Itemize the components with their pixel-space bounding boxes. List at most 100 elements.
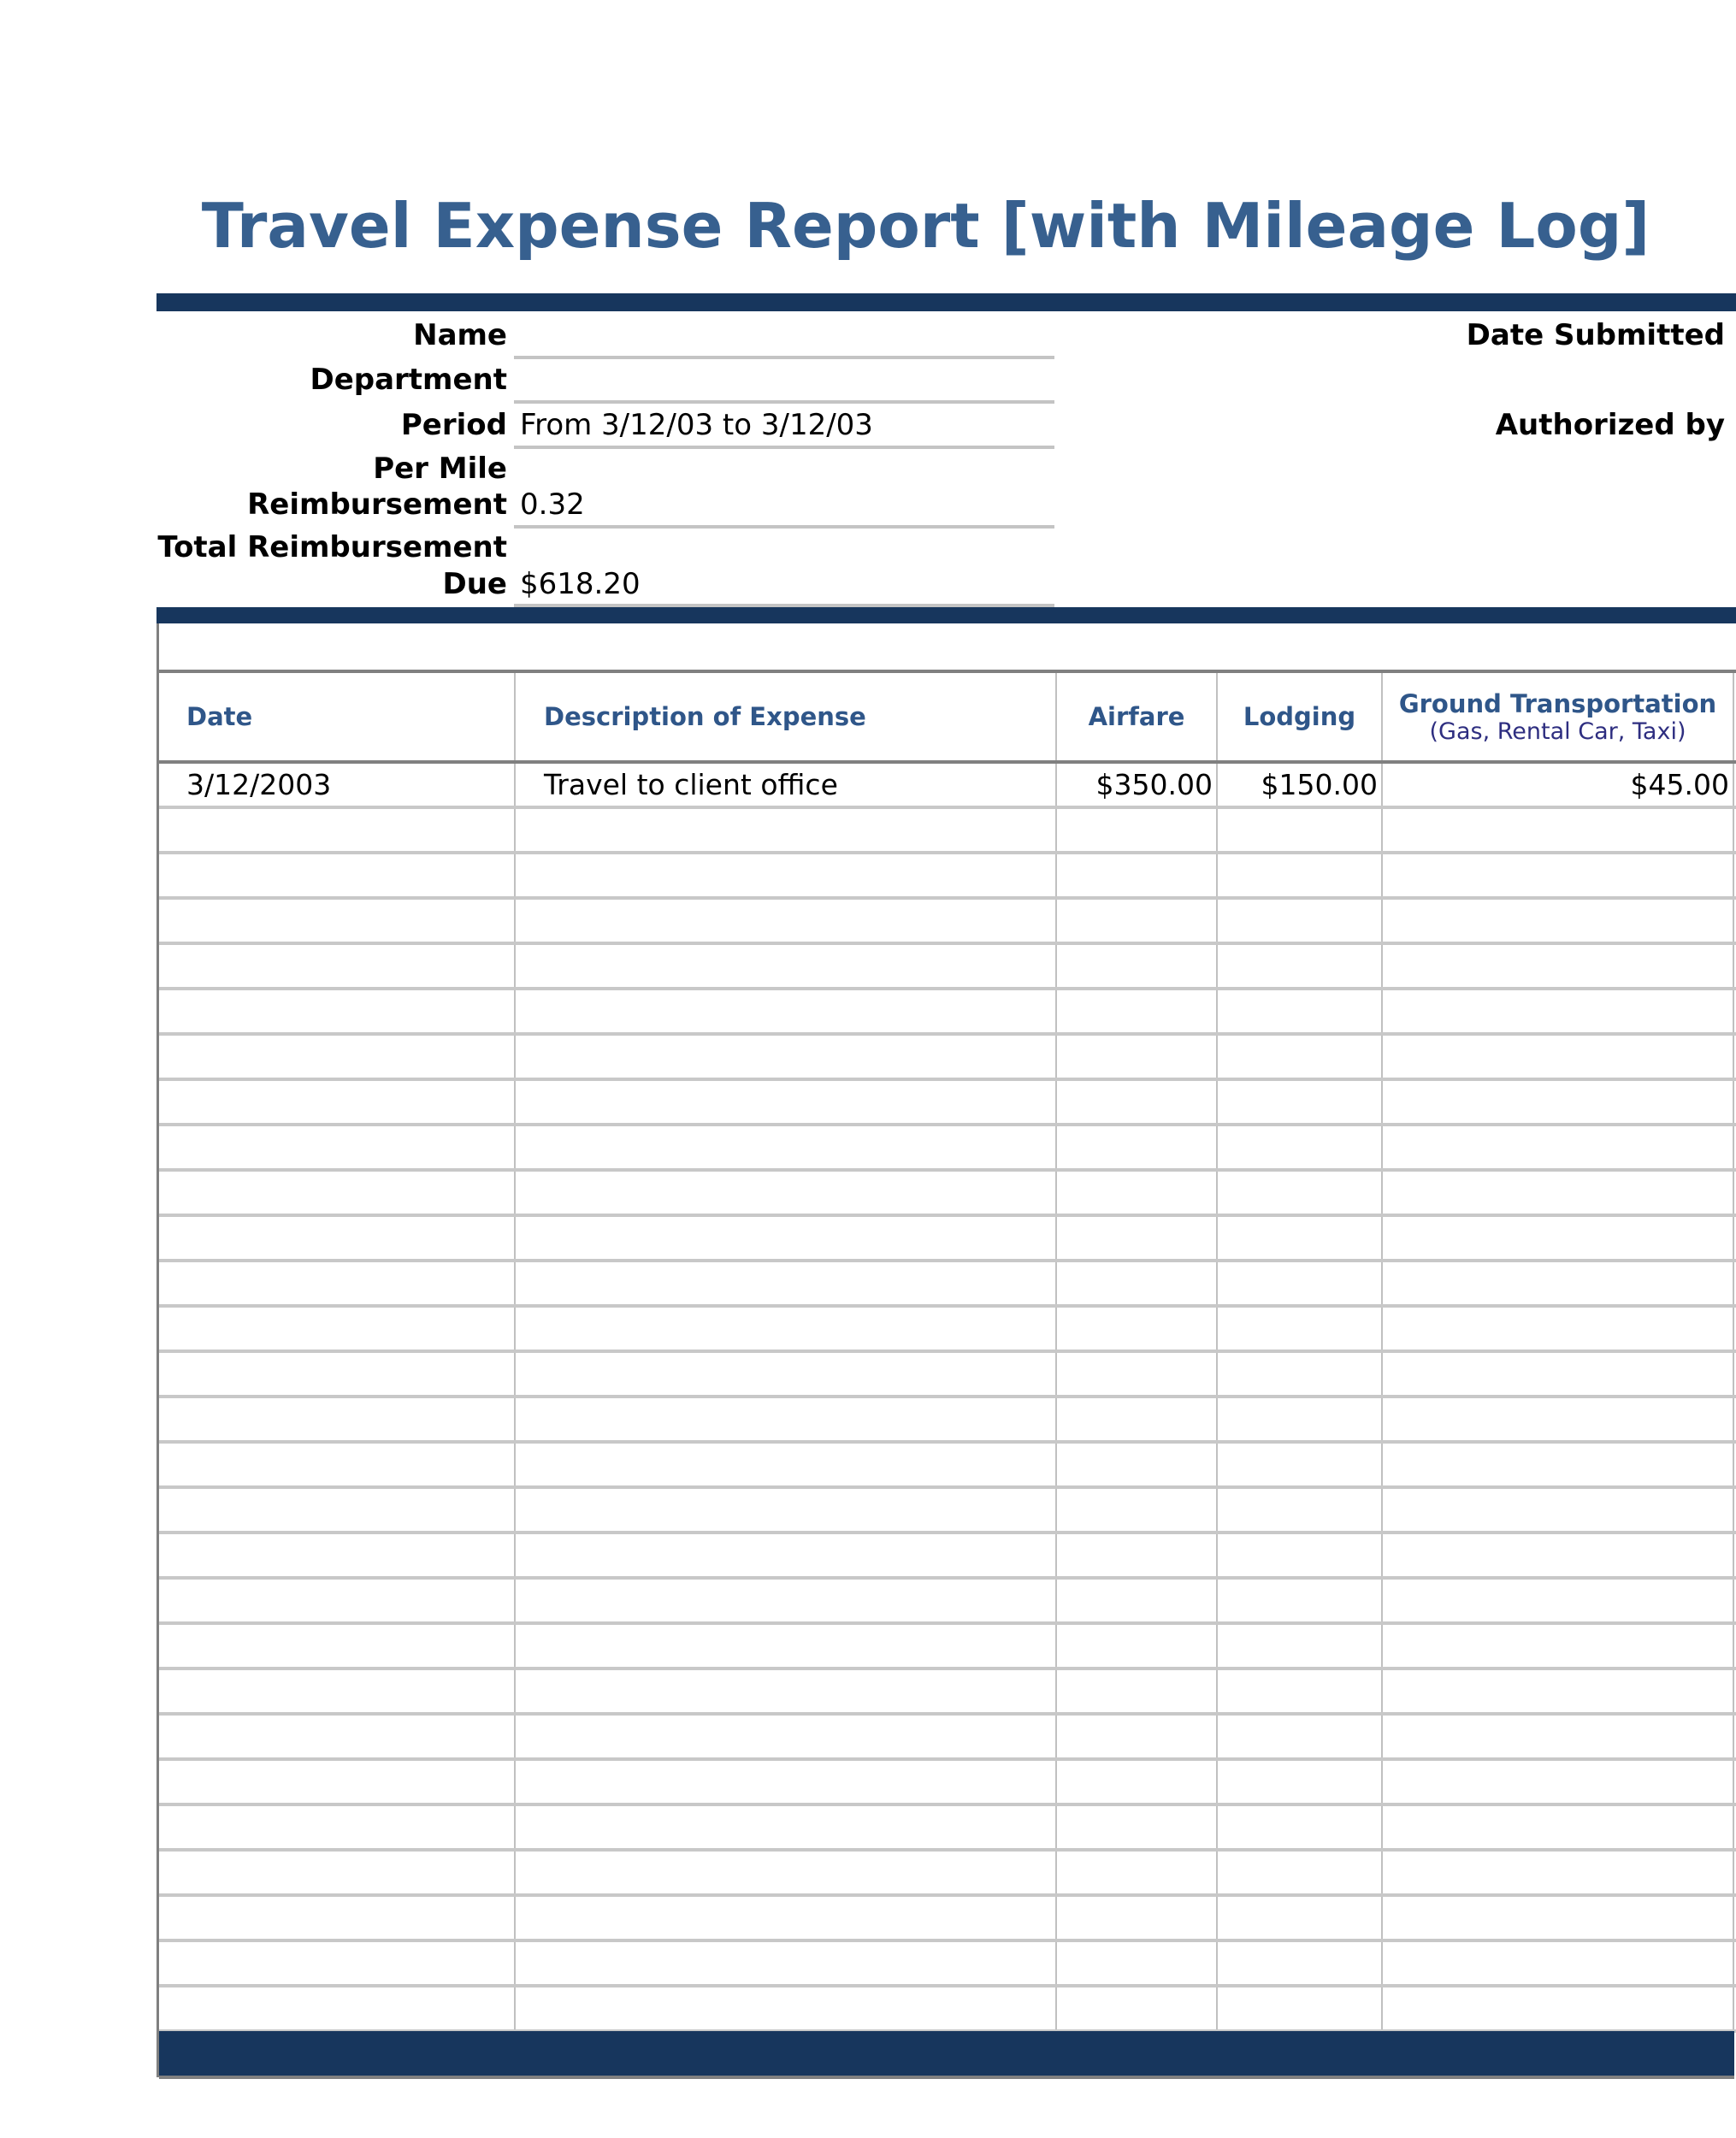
cell-ground[interactable] (1383, 854, 1734, 896)
cell-airfare[interactable] (1057, 1081, 1218, 1123)
cell-lodging[interactable] (1218, 1081, 1383, 1123)
cell-ground[interactable] (1383, 900, 1734, 942)
cell-date[interactable] (159, 1262, 516, 1304)
cell-description[interactable] (516, 1761, 1057, 1803)
cell-date[interactable] (159, 1580, 516, 1621)
cell-description[interactable] (516, 900, 1057, 942)
cell-description[interactable] (516, 1398, 1057, 1440)
cell-ground[interactable] (1383, 1897, 1734, 1939)
cell-date[interactable] (159, 1670, 516, 1712)
cell-airfare[interactable] (1057, 1716, 1218, 1757)
cell-lodging[interactable] (1218, 1398, 1383, 1440)
cell-description[interactable] (516, 1217, 1057, 1259)
cell-ground[interactable] (1383, 1489, 1734, 1531)
cell-date[interactable] (159, 1172, 516, 1214)
cell-lodging[interactable]: $150.00 (1218, 764, 1383, 806)
cell-lodging[interactable] (1218, 1716, 1383, 1757)
cell-lodging[interactable] (1218, 1987, 1383, 2029)
cell-airfare[interactable] (1057, 1126, 1218, 1168)
cell-ground[interactable] (1383, 1942, 1734, 1984)
cell-ground[interactable] (1383, 1534, 1734, 1576)
cell-date[interactable] (159, 809, 516, 851)
cell-lodging[interactable] (1218, 1036, 1383, 1078)
cell-date[interactable] (159, 1036, 516, 1078)
cell-airfare[interactable] (1057, 1398, 1218, 1440)
cell-ground[interactable] (1383, 1353, 1734, 1395)
cell-date[interactable] (159, 1308, 516, 1350)
cell-ground[interactable] (1383, 1670, 1734, 1712)
cell-description[interactable] (516, 1534, 1057, 1576)
cell-description[interactable] (516, 1625, 1057, 1667)
cell-ground[interactable] (1383, 945, 1734, 987)
cell-lodging[interactable] (1218, 1942, 1383, 1984)
cell-description[interactable] (516, 1308, 1057, 1350)
cell-ground[interactable]: $45.00 (1383, 764, 1734, 806)
cell-lodging[interactable] (1218, 1353, 1383, 1395)
cell-lodging[interactable] (1218, 1489, 1383, 1531)
cell-lodging[interactable] (1218, 990, 1383, 1032)
cell-date[interactable] (159, 1716, 516, 1757)
period-field[interactable]: From 3/12/03 to 3/12/03 (520, 408, 873, 442)
cell-airfare[interactable] (1057, 1625, 1218, 1667)
cell-date[interactable] (159, 945, 516, 987)
cell-date[interactable] (159, 1806, 516, 1848)
cell-lodging[interactable] (1218, 809, 1383, 851)
cell-ground[interactable] (1383, 809, 1734, 851)
cell-ground[interactable] (1383, 1081, 1734, 1123)
cell-ground[interactable] (1383, 1126, 1734, 1168)
cell-date[interactable] (159, 1489, 516, 1531)
cell-description[interactable] (516, 1489, 1057, 1531)
cell-airfare[interactable] (1057, 990, 1218, 1032)
cell-airfare[interactable] (1057, 1897, 1218, 1939)
cell-airfare[interactable] (1057, 1806, 1218, 1848)
cell-description[interactable] (516, 1262, 1057, 1304)
cell-lodging[interactable] (1218, 1852, 1383, 1893)
cell-lodging[interactable] (1218, 1625, 1383, 1667)
cell-airfare[interactable] (1057, 945, 1218, 987)
cell-description[interactable] (516, 1353, 1057, 1395)
cell-description[interactable] (516, 854, 1057, 896)
cell-lodging[interactable] (1218, 1262, 1383, 1304)
cell-ground[interactable] (1383, 1036, 1734, 1078)
cell-ground[interactable] (1383, 1580, 1734, 1621)
cell-description[interactable] (516, 809, 1057, 851)
cell-airfare[interactable] (1057, 1353, 1218, 1395)
cell-date[interactable] (159, 990, 516, 1032)
cell-date[interactable] (159, 1942, 516, 1984)
cell-lodging[interactable] (1218, 1761, 1383, 1803)
cell-description[interactable] (516, 1580, 1057, 1621)
cell-lodging[interactable] (1218, 1534, 1383, 1576)
cell-airfare[interactable] (1057, 1942, 1218, 1984)
cell-airfare[interactable] (1057, 900, 1218, 942)
cell-date[interactable] (159, 1897, 516, 1939)
cell-airfare[interactable] (1057, 1987, 1218, 2029)
cell-description[interactable] (516, 1897, 1057, 1939)
cell-lodging[interactable] (1218, 1172, 1383, 1214)
cell-airfare[interactable] (1057, 1534, 1218, 1576)
cell-description[interactable] (516, 1852, 1057, 1893)
cell-date[interactable] (159, 900, 516, 942)
cell-date[interactable] (159, 1625, 516, 1667)
cell-lodging[interactable] (1218, 1217, 1383, 1259)
cell-airfare[interactable] (1057, 1580, 1218, 1621)
cell-lodging[interactable] (1218, 1670, 1383, 1712)
cell-ground[interactable] (1383, 1806, 1734, 1848)
cell-ground[interactable] (1383, 1308, 1734, 1350)
cell-ground[interactable] (1383, 1172, 1734, 1214)
cell-airfare[interactable] (1057, 1262, 1218, 1304)
cell-description[interactable] (516, 1444, 1057, 1485)
cell-description[interactable] (516, 1172, 1057, 1214)
cell-date[interactable] (159, 1398, 516, 1440)
cell-ground[interactable] (1383, 1716, 1734, 1757)
cell-ground[interactable] (1383, 1217, 1734, 1259)
cell-description[interactable]: Travel to client office (516, 764, 1057, 806)
cell-description[interactable] (516, 1716, 1057, 1757)
cell-ground[interactable] (1383, 1625, 1734, 1667)
cell-ground[interactable] (1383, 1398, 1734, 1440)
cell-ground[interactable] (1383, 1262, 1734, 1304)
cell-lodging[interactable] (1218, 900, 1383, 942)
cell-airfare[interactable]: $350.00 (1057, 764, 1218, 806)
cell-airfare[interactable] (1057, 854, 1218, 896)
cell-airfare[interactable] (1057, 809, 1218, 851)
cell-airfare[interactable] (1057, 1670, 1218, 1712)
